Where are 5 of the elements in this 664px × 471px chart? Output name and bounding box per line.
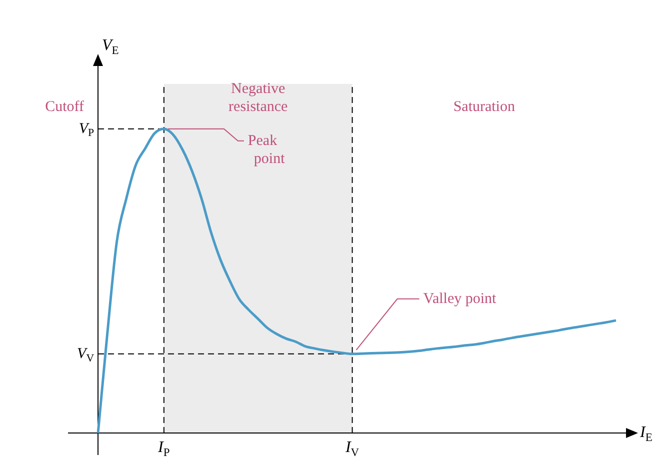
annotation: Valley point xyxy=(423,290,498,307)
text: Cutoff xyxy=(45,98,84,115)
annotation: Peak point xyxy=(248,132,286,167)
text: Saturation xyxy=(453,98,516,115)
band-label: Negative resistance xyxy=(228,80,288,115)
